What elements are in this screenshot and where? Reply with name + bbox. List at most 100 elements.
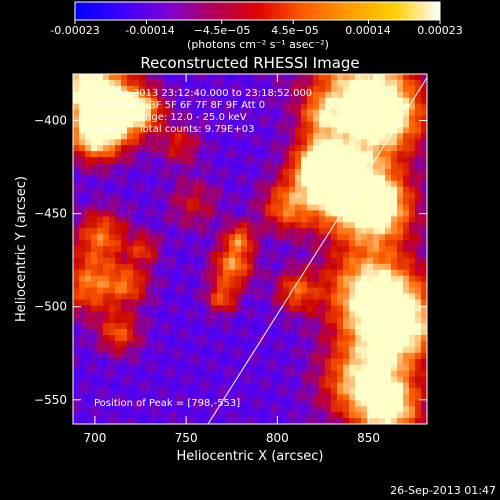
heatmap-pixel	[205, 127, 212, 134]
heatmap-pixel	[373, 400, 380, 407]
heatmap-pixel	[91, 91, 98, 99]
heatmap-pixel	[259, 240, 266, 247]
heatmap-pixel	[367, 174, 374, 182]
heatmap-pixel	[259, 133, 266, 140]
heatmap-pixel	[277, 186, 284, 194]
heatmap-pixel	[85, 151, 92, 158]
heatmap-pixel	[265, 157, 272, 164]
heatmap-pixel	[319, 127, 326, 134]
heatmap-pixel	[223, 145, 230, 152]
heatmap-pixel	[127, 234, 134, 241]
heatmap-pixel	[259, 418, 266, 424]
heatmap-pixel	[301, 192, 308, 200]
heatmap-pixel	[115, 346, 122, 354]
heatmap-pixel	[403, 222, 410, 229]
heatmap-pixel	[259, 317, 266, 324]
heatmap-pixel	[181, 394, 188, 401]
heatmap-pixel	[391, 406, 398, 413]
heatmap-pixel	[355, 281, 362, 289]
heatmap-pixel	[271, 174, 278, 182]
heatmap-pixel	[73, 174, 80, 182]
heatmap-pixel	[121, 370, 128, 378]
heatmap-pixel	[331, 180, 338, 188]
heatmap-pixel	[391, 133, 398, 140]
heatmap-pixel	[421, 335, 427, 342]
heatmap-pixel	[415, 204, 422, 212]
heatmap-pixel	[223, 406, 230, 413]
heatmap-pixel	[187, 352, 194, 360]
heatmap-pixel	[175, 281, 182, 289]
heatmap-pixel	[343, 394, 350, 401]
heatmap-pixel	[289, 151, 296, 158]
heatmap-pixel	[79, 145, 86, 152]
heatmap-pixel	[163, 145, 170, 152]
heatmap-pixel	[253, 376, 260, 384]
heatmap-pixel	[181, 109, 188, 117]
heatmap-pixel	[229, 133, 236, 140]
heatmap-pixel	[301, 240, 308, 247]
heatmap-pixel	[391, 293, 398, 301]
heatmap-pixel	[151, 406, 158, 413]
heatmap-pixel	[91, 358, 98, 366]
heatmap-pixel	[415, 85, 422, 93]
heatmap-pixel	[85, 412, 92, 419]
heatmap-pixel	[91, 145, 98, 152]
heatmap-pixel	[283, 323, 290, 330]
heatmap-pixel	[421, 299, 427, 306]
heatmap-pixel	[397, 329, 404, 336]
heatmap-pixel	[367, 287, 374, 295]
heatmap-pixel	[79, 358, 86, 366]
heatmap-pixel	[217, 323, 224, 330]
heatmap-pixel	[175, 228, 182, 235]
heatmap-pixel	[241, 246, 248, 253]
heatmap-pixel	[145, 251, 152, 259]
heatmap-pixel	[151, 246, 158, 253]
heatmap-pixel	[403, 145, 410, 152]
heatmap-pixel	[205, 145, 212, 152]
heatmap-pixel	[217, 162, 224, 170]
heatmap-pixel	[295, 263, 302, 271]
heatmap-pixel	[187, 340, 194, 348]
heatmap-pixel	[355, 109, 362, 117]
heatmap-pixel	[229, 79, 236, 87]
heatmap-pixel	[217, 352, 224, 360]
heatmap-pixel	[115, 246, 122, 253]
heatmap-pixel	[385, 257, 392, 265]
heatmap-pixel	[325, 145, 332, 152]
heatmap-pixel	[319, 406, 326, 413]
heatmap-pixel	[361, 406, 368, 413]
heatmap-pixel	[157, 293, 164, 301]
heatmap-pixel	[307, 115, 314, 123]
heatmap-pixel	[91, 121, 98, 128]
heatmap-pixel	[163, 418, 170, 424]
heatmap-pixel	[91, 168, 98, 176]
heatmap-pixel	[157, 216, 164, 223]
heatmap-pixel	[361, 168, 368, 176]
heatmap-pixel	[349, 91, 356, 99]
heatmap-pixel	[97, 346, 104, 354]
heatmap-pixel	[115, 139, 122, 146]
heatmap-pixel	[169, 145, 176, 152]
heatmap-pixel	[385, 382, 392, 389]
heatmap-pixel	[97, 109, 104, 117]
heatmap-pixel	[355, 412, 362, 419]
heatmap-pixel	[79, 234, 86, 241]
heatmap-pixel	[415, 323, 422, 330]
heatmap-pixel	[169, 382, 176, 389]
heatmap-pixel	[331, 246, 338, 253]
heatmap-pixel	[325, 269, 332, 277]
heatmap-pixel	[217, 133, 224, 140]
heatmap-pixel	[343, 382, 350, 389]
heatmap-pixel	[415, 246, 422, 253]
heatmap-pixel	[265, 180, 272, 188]
heatmap-pixel	[259, 85, 266, 93]
heatmap-pixel	[421, 388, 427, 395]
heatmap-pixel	[373, 346, 380, 354]
heatmap-pixel	[355, 91, 362, 99]
heatmap-pixel	[169, 115, 176, 123]
heatmap-pixel	[79, 299, 86, 306]
heatmap-pixel	[211, 269, 218, 277]
heatmap-pixel	[343, 364, 350, 372]
heatmap-pixel	[373, 418, 380, 424]
heatmap-pixel	[397, 139, 404, 146]
